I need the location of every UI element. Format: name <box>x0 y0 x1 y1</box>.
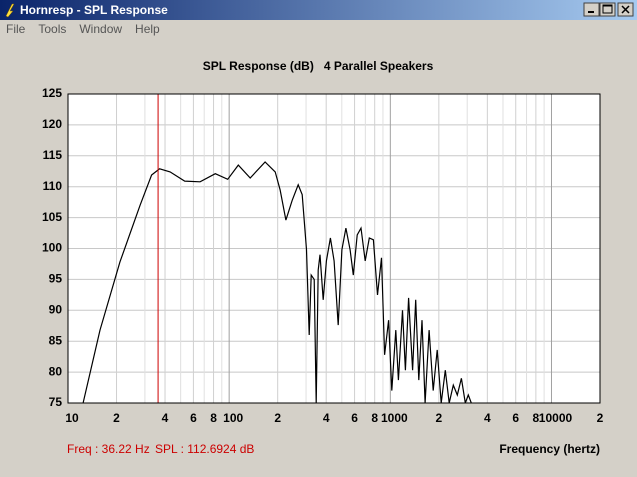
y-tick-label: 100 <box>42 241 62 255</box>
y-tick-label: 80 <box>49 364 63 378</box>
y-tick-label: 115 <box>43 148 63 162</box>
x-tick-label: 100 <box>223 411 243 425</box>
x-tick-label: 6 <box>351 411 358 425</box>
x-tick-label: 8 <box>371 411 378 425</box>
x-tick-label: 4 <box>323 411 330 425</box>
menu-item[interactable]: Help <box>135 22 160 36</box>
cursor-spl: SPL : 112.6924 dB <box>155 442 254 456</box>
x-tick-label: 6 <box>190 411 197 425</box>
x-tick-label: 2 <box>113 411 120 425</box>
app-icon <box>5 3 15 18</box>
x-tick-label: 8 <box>210 411 217 425</box>
y-tick-label: 105 <box>42 210 62 224</box>
x-tick-label: 2 <box>435 411 442 425</box>
y-tick-label: 120 <box>42 117 62 131</box>
x-tick-label: 2 <box>597 411 604 425</box>
x-tick-label: 4 <box>162 411 169 425</box>
x-tick-label: 1000 <box>381 411 408 425</box>
y-tick-label: 125 <box>42 86 62 100</box>
menu-item[interactable]: File <box>6 22 26 36</box>
cursor-frequency: Freq : 36.22 Hz <box>67 442 150 456</box>
title-bar <box>0 0 637 20</box>
x-tick-label: 10 <box>65 411 79 425</box>
chart-title: SPL Response (dB) 4 Parallel Speakers <box>203 59 434 73</box>
plot-border <box>67 93 601 404</box>
x-tick-label: 2 <box>274 411 281 425</box>
y-tick-label: 75 <box>49 395 63 409</box>
y-tick-label: 110 <box>43 179 63 193</box>
x-tick-label: 4 <box>484 411 491 425</box>
y-tick-label: 85 <box>49 333 63 347</box>
x-tick-label: 6 <box>512 411 519 425</box>
menu-item[interactable]: Tools <box>38 22 66 36</box>
y-tick-label: 90 <box>49 302 63 316</box>
y-tick-label: 95 <box>49 272 63 286</box>
maximize-button[interactable] <box>599 2 616 17</box>
x-tick-label: 8 <box>533 411 540 425</box>
x-tick-label: 10000 <box>539 411 573 425</box>
window-title: Hornresp - SPL Response <box>20 3 168 17</box>
spl-curve <box>82 161 472 403</box>
x-axis-label: Frequency (hertz) <box>499 442 600 456</box>
minimize-button[interactable] <box>583 2 600 17</box>
close-button[interactable] <box>617 2 634 17</box>
menu-item[interactable]: Window <box>79 22 122 36</box>
